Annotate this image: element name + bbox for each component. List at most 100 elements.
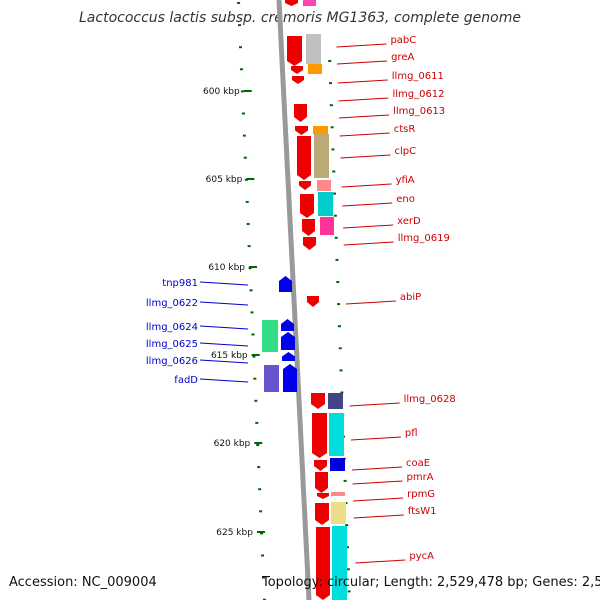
gene-label[interactable]: yfiA [396, 175, 415, 186]
gene-label-connector [199, 325, 249, 330]
gene-label[interactable]: pycA [409, 551, 434, 562]
tick-dot [328, 60, 332, 62]
gene-label-connector [339, 132, 390, 137]
gene-label[interactable]: llmg_0624 [146, 322, 198, 333]
tick-dot [247, 245, 251, 248]
tick-dot [262, 598, 266, 600]
tick-dot [240, 90, 244, 93]
gene-arrow [297, 136, 311, 180]
tick-dot [259, 510, 263, 513]
gene-arrow [283, 364, 297, 392]
gene-arrow [279, 276, 292, 292]
gene-label[interactable]: eno [396, 194, 415, 205]
gene-label-connector [337, 60, 388, 65]
gene-arrow [314, 460, 327, 471]
kbp-label: 615 kbp [211, 351, 248, 361]
gene-arrow [311, 393, 325, 409]
gene-label-connector [343, 224, 394, 229]
gene-label-connector [339, 114, 390, 119]
gene-label[interactable]: fadD [174, 375, 198, 386]
gene-feature-box [306, 34, 321, 64]
gene-arrow [287, 36, 302, 66]
gene-label-connector [353, 514, 404, 519]
tick-dot [335, 258, 339, 261]
gene-feature-box [320, 217, 334, 235]
tick-dot [261, 554, 265, 557]
gene-label[interactable]: greA [391, 52, 414, 63]
gene-label[interactable]: coaE [406, 458, 430, 469]
gene-arrow [300, 194, 314, 218]
tick-dot [329, 104, 333, 107]
tick-dot [345, 524, 349, 527]
gene-label[interactable]: clpC [395, 146, 417, 157]
tick-dot [346, 546, 350, 549]
accession-text: Accession: NC_009004 [9, 575, 157, 590]
tick-dot [343, 479, 347, 482]
gene-label[interactable]: xerD [397, 216, 421, 227]
gene-label[interactable]: llmg_0619 [398, 233, 450, 244]
major-tick [256, 531, 265, 533]
gene-feature-box [331, 492, 345, 496]
gene-label-connector [337, 79, 388, 84]
tick-dot [237, 2, 241, 4]
gene-arrow [312, 413, 327, 458]
gene-label[interactable]: pabC [390, 35, 416, 46]
topology-text: Topology: circular; Length: 2,529,478 bp… [262, 575, 600, 590]
gene-label[interactable]: llmg_0612 [392, 89, 444, 100]
gene-label-connector [199, 342, 249, 347]
tick-dot [336, 281, 340, 283]
gene-label[interactable]: ctsR [394, 124, 416, 135]
gene-label-connector [199, 281, 249, 286]
gene-feature-box [332, 526, 347, 600]
tick-dot [257, 466, 261, 469]
gene-label-connector [351, 466, 403, 471]
tick-dot [346, 568, 350, 571]
gene-label[interactable]: llmg_0628 [404, 394, 456, 405]
tick-dot [243, 156, 247, 159]
major-tick [251, 354, 260, 356]
gene-label[interactable]: tnp981 [162, 278, 198, 289]
gene-feature-box [317, 180, 331, 191]
gene-label[interactable]: llmg_0613 [393, 106, 445, 117]
gene-feature-box [331, 502, 346, 524]
gene-label[interactable]: rpmG [407, 489, 435, 500]
kbp-label: 625 kbp [216, 528, 253, 538]
gene-label[interactable]: pmrA [406, 472, 433, 483]
gene-feature-box [328, 393, 343, 409]
gene-label[interactable]: llmg_0622 [146, 298, 198, 309]
tick-dot [338, 347, 342, 350]
gene-label-connector [345, 300, 396, 305]
gene-arrow [281, 319, 294, 331]
major-tick [254, 442, 263, 444]
gene-label-connector [352, 480, 403, 485]
gene-feature-box [308, 64, 322, 74]
gene-label-connector [353, 497, 404, 502]
tick-dot [239, 46, 243, 49]
gene-label-connector [355, 559, 406, 564]
tick-dot [337, 303, 341, 306]
gene-feature-box [318, 192, 333, 216]
gene-arrow [316, 527, 330, 600]
gene-features [262, 0, 347, 600]
gene-label[interactable]: llmg_0625 [146, 339, 198, 350]
gene-arrow [317, 493, 329, 499]
gene-feature-box [329, 413, 344, 456]
gene-arrow [295, 126, 308, 135]
tick-dot [256, 444, 260, 446]
tick-dot [252, 355, 256, 358]
gene-arrow [315, 472, 328, 493]
gene-label[interactable]: pfl [405, 428, 418, 439]
gene-label[interactable]: llmg_0626 [146, 356, 198, 367]
gene-label-connector [199, 378, 249, 383]
gene-label[interactable]: llmg_0611 [392, 71, 444, 82]
tick-dot [251, 333, 255, 336]
gene-label[interactable]: abiP [400, 292, 421, 303]
tick-dot [248, 267, 252, 270]
gene-label-connector [349, 402, 400, 407]
tick-dot [330, 126, 334, 129]
tick-dot [334, 236, 338, 239]
gene-label[interactable]: ftsW1 [408, 506, 437, 517]
reverse-gene-labels: tnp981 llmg_0622 llmg_0624 llmg_0625 llmg_06… [146, 278, 249, 386]
major-tick [246, 178, 255, 180]
